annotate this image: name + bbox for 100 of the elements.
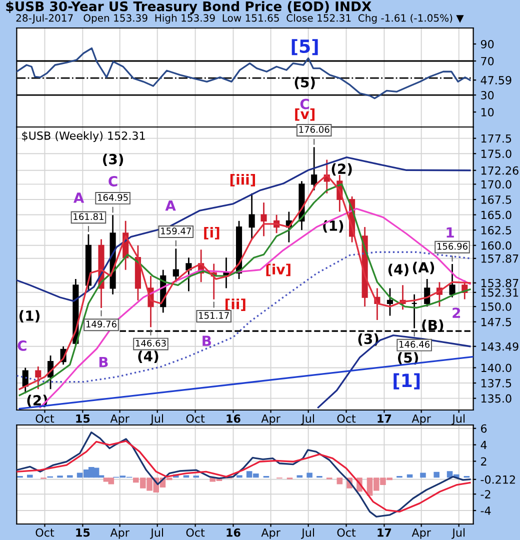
candlestick [260,202,267,237]
x-tick-label: Oct [337,528,356,537]
annotation: 149.76 [86,320,116,328]
y-tick-label: 47.59 [480,76,512,84]
annotation: C [18,340,26,351]
x-tick-label: Apr [412,414,431,425]
annotation: (3) [103,154,124,166]
x-tick-label: Jul [301,528,314,539]
x-tick-label: Jul [452,414,465,425]
annotation: $USB (Weekly) 152.31 [22,131,145,142]
annotation: [1] [394,373,420,390]
y-tick-label: 172.26 [481,166,518,175]
annotation: (5) [398,352,418,364]
bar [67,475,73,478]
annotation: (2) [332,163,352,176]
annotation: 159.47 [161,228,191,234]
x-tick-label: Jul [301,414,314,425]
y-tick-label: 4 [480,440,487,450]
y-tick-label: 140.0 [481,364,512,372]
x-tick-label: 15 [76,528,90,537]
annotation: 146.46 [400,340,430,348]
x-tick-label: Apr [261,414,280,425]
y-tick-label: 90 [480,40,494,48]
bar [306,472,312,478]
x-tick-label: 16 [226,528,240,537]
x-tick-label: Jul [150,528,164,539]
y-tick-label: 30 [481,90,494,100]
y-tick-label: -0.212 [480,475,515,484]
annotation: A [165,200,176,211]
x-tick-label: Oct [337,414,356,423]
annotation: (B) [422,320,444,332]
annotation: 164.95 [98,194,128,201]
line-series [16,440,471,513]
y-tick-label: 70 [481,56,494,66]
annotation: [iv] [266,264,290,276]
candlestick [449,263,456,298]
y-tick-label: 137.5 [481,378,512,388]
y-tick-label: 177.5 [481,134,512,143]
annotation: 161.81 [74,213,104,220]
annotation: 146.63 [136,340,166,347]
y-tick-label: 2 [481,457,486,466]
chart-subtitle: 28-Jul-2017 Open 153.39 High 153.39 Low 151.65 Close 152.31 Chg -1.61 (-1.05%) ▼ [16,14,464,24]
annotation: B [99,357,108,368]
bar [434,472,440,478]
x-tick-label: Jul [452,528,465,539]
annotation: (1) [323,220,344,233]
y-tick-label: -2 [480,490,490,498]
x-tick-label: Apr [412,528,431,539]
candlestick [386,288,394,316]
annotation: 176.06 [299,126,330,133]
x-tick-label: 17 [378,528,392,537]
y-tick-label: 152.31 [481,288,518,297]
candlestick [424,278,430,308]
annotation: 1 [446,227,454,238]
annotation: [ii] [225,298,246,311]
y-tick-label: 157.87 [481,254,518,263]
chart-title: $USB 30-Year US Treasury Bond Price (EOD) INDX [6,1,372,14]
y-tick-label: 147.5 [481,318,512,326]
y-tick-label: 160.0 [481,241,512,250]
annotation: B [202,336,211,346]
y-tick-label: 170.0 [481,180,512,189]
x-tick-label: Apr [110,414,130,425]
annotation: [5] [292,39,318,56]
y-tick-label: 162.5 [481,226,512,234]
candlestick [311,146,318,192]
bar [420,472,426,478]
candlestick [172,248,179,283]
annotation: (4) [388,264,408,276]
y-tick-label: 153.87 [481,278,518,288]
y-tick-label: 135.0 [481,394,512,403]
y-tick-label: 150.0 [481,302,512,311]
candlestick [248,192,255,240]
y-tick-label: 6 [481,424,487,433]
y-tick-label: 143.49 [481,342,518,351]
y-tick-label: 165.0 [481,210,512,220]
y-tick-label: 167.5 [481,195,512,204]
y-tick-label: 175.0 [481,150,512,158]
annotation: [i] [204,226,220,240]
annotation: 2 [452,308,460,318]
y-tick-label: -4 [480,506,491,515]
annotation: 151.17 [199,312,229,319]
candlestick [22,367,28,394]
candlestick [411,294,418,329]
x-tick-label: Oct [186,528,205,537]
x-tick-label: 17 [378,414,392,423]
x-tick-label: Oct [36,414,54,423]
y-tick-label: 10 [481,108,494,116]
line-series [317,334,471,408]
annotation: A [73,192,84,203]
bar [336,478,343,484]
x-tick-label: Oct [186,414,205,423]
annotation: (A) [413,262,434,274]
bar [296,475,303,478]
annotation: 156.96 [437,242,468,250]
bar [183,475,190,478]
bar [27,474,33,478]
x-tick-label: Oct [36,528,54,537]
annotation: C [108,176,118,186]
annotation: [iii] [230,174,256,186]
annotation: C [300,98,310,110]
